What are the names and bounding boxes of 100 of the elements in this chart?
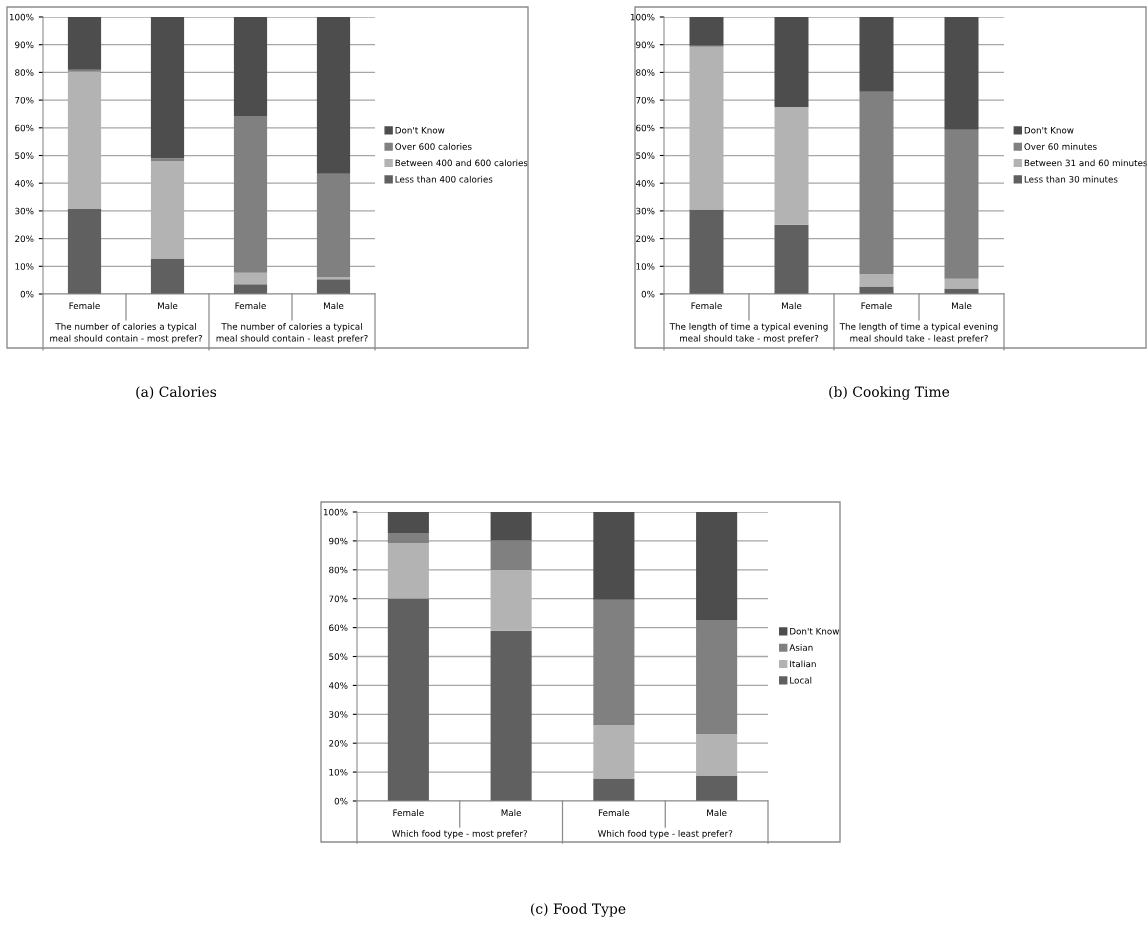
- y-tick-label: 70%: [329, 595, 348, 603]
- bar: [689, 17, 724, 46]
- bar: [150, 258, 185, 294]
- y-tick-label: 30%: [329, 711, 348, 718]
- y-tick-label: 0%: [334, 797, 348, 805]
- y-tick-label: 10%: [329, 768, 348, 776]
- y-tick-label: 80%: [15, 69, 34, 76]
- text: Which food type - most prefer?: [392, 830, 528, 839]
- bar: [387, 542, 429, 599]
- x-tick-label: Male: [158, 302, 178, 310]
- bar: [593, 778, 635, 801]
- bar: [490, 512, 532, 541]
- y-tick-label: 0%: [641, 290, 655, 298]
- bar: [233, 272, 268, 285]
- bar: [67, 208, 102, 294]
- bar: [490, 540, 532, 571]
- bar: [859, 91, 894, 275]
- y-tick-label: 90%: [636, 41, 655, 49]
- bar: [696, 775, 738, 801]
- text: (c) Food Type: [531, 903, 626, 917]
- text: The number of calories a typical meal should contain - least prefer?: [216, 323, 368, 344]
- x-tick-label: Male: [501, 809, 522, 817]
- y-tick-label: 50%: [15, 152, 34, 159]
- bar: [490, 630, 532, 801]
- bar: [150, 17, 185, 159]
- bar: [859, 274, 894, 287]
- bar: [387, 533, 429, 543]
- y-tick-label: 20%: [329, 740, 348, 747]
- bar: [316, 279, 351, 294]
- bar: [944, 288, 979, 294]
- bar: [387, 512, 429, 534]
- text: (b) Cooking Time: [829, 386, 950, 400]
- legend-label: Asian: [789, 644, 813, 651]
- y-tick-label: 100%: [323, 508, 348, 516]
- x-tick-label: Female: [598, 809, 630, 817]
- y-tick-label: 10%: [15, 263, 34, 270]
- y-tick-label: 20%: [15, 235, 34, 243]
- legend-label: Between 400 and 600 calories: [395, 159, 528, 167]
- bar: [944, 129, 979, 279]
- y-tick-label: 100%: [9, 13, 34, 21]
- legend-label: Don't Know: [395, 127, 445, 134]
- y-tick-label: 40%: [328, 682, 348, 689]
- x-tick-label: Female: [691, 302, 722, 310]
- x-tick-label: Female: [69, 302, 100, 310]
- y-tick-label: 30%: [15, 207, 34, 215]
- bar: [150, 161, 185, 259]
- x-tick-label: Female: [393, 809, 424, 817]
- y-tick-label: 50%: [329, 653, 348, 660]
- y-tick-label: 0%: [20, 290, 34, 298]
- y-tick-label: 60%: [329, 624, 348, 632]
- x-tick-label: Male: [324, 302, 344, 310]
- y-tick-label: 10%: [636, 263, 655, 270]
- bar: [316, 17, 351, 174]
- x-tick-label: Female: [235, 302, 266, 310]
- bar: [774, 17, 809, 108]
- text: The number of calories a typical meal should contain - most prefer?: [50, 323, 202, 344]
- bar: [593, 512, 635, 600]
- bar: [689, 209, 724, 294]
- bar: [944, 278, 979, 289]
- bar: [387, 598, 429, 801]
- y-tick-label: 80%: [329, 566, 348, 574]
- text: (a) Calories: [136, 386, 217, 399]
- y-tick-label: 70%: [15, 96, 34, 104]
- y-tick-label: 60%: [15, 124, 34, 132]
- bar: [233, 284, 268, 294]
- bar: [689, 46, 724, 210]
- legend-label: Less than 400 calories: [395, 175, 493, 183]
- text: Which food type - least prefer?: [597, 830, 733, 839]
- bar: [696, 512, 738, 621]
- bar: [774, 107, 809, 225]
- text: The length of time a typical evening meal should take - most prefer?: [669, 323, 828, 344]
- legend-label: Over 600 calories: [395, 143, 472, 150]
- legend-label: Between 31 and 60 minutes: [1024, 159, 1148, 167]
- bar: [233, 17, 268, 116]
- y-tick-label: 90%: [329, 537, 348, 545]
- legend-label: Don't Know: [790, 628, 840, 635]
- legend-label: Over 60 minutes: [1024, 143, 1097, 150]
- y-tick-label: 100%: [630, 13, 655, 21]
- y-tick-label: 70%: [636, 96, 655, 104]
- y-tick-label: 30%: [636, 207, 655, 215]
- x-tick-label: Male: [952, 302, 972, 310]
- y-tick-label: 60%: [636, 124, 655, 132]
- y-tick-label: 80%: [636, 69, 655, 76]
- bar: [150, 158, 185, 162]
- legend-label: Less than 30 minutes: [1024, 175, 1118, 183]
- bar: [944, 17, 979, 130]
- bar: [490, 570, 532, 631]
- bar: [859, 17, 894, 92]
- bar: [593, 724, 635, 779]
- y-tick-label: 40%: [635, 180, 655, 187]
- bar: [696, 733, 738, 776]
- y-tick-label: 90%: [15, 41, 34, 49]
- y-tick-label: 40%: [14, 180, 34, 187]
- legend-label: Don't Know: [1024, 127, 1074, 134]
- bar: [67, 71, 102, 209]
- bar: [593, 599, 635, 725]
- text: The length of time a typical evening meal should take - least prefer?: [839, 323, 998, 344]
- x-tick-label: Male: [782, 302, 802, 310]
- x-tick-label: Male: [707, 809, 727, 817]
- bar: [233, 115, 268, 273]
